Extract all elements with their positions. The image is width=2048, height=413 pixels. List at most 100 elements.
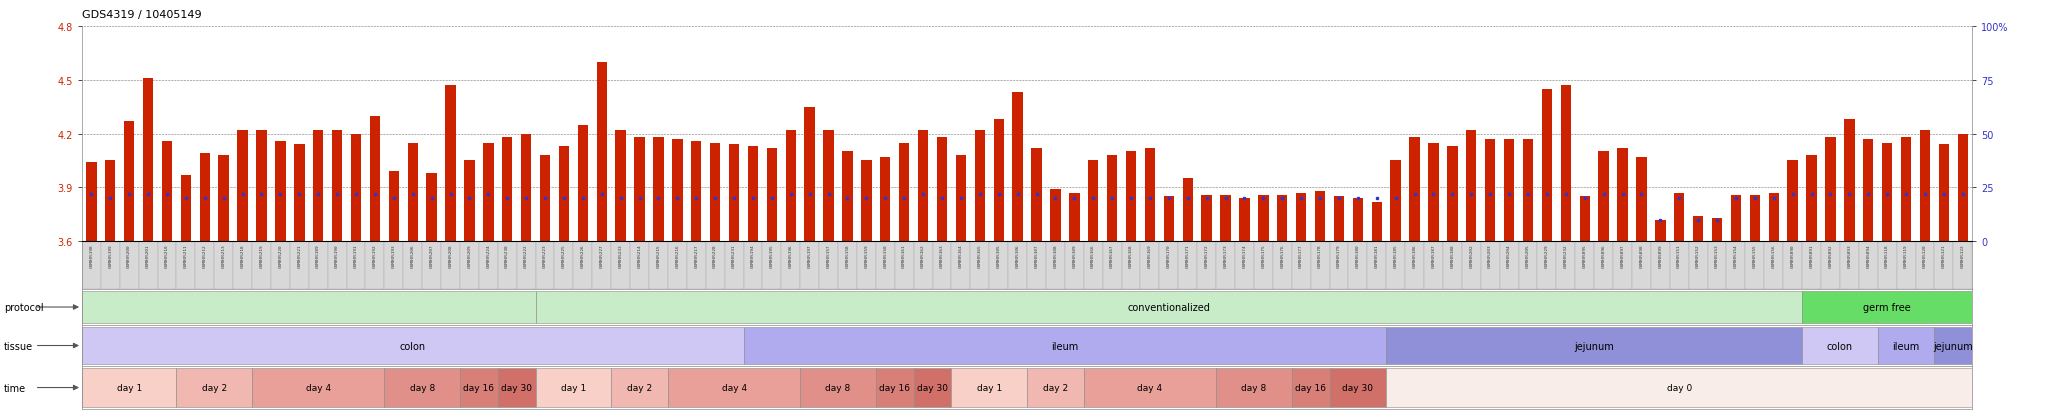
Text: GSM805230: GSM805230 <box>506 244 510 268</box>
Bar <box>801 242 819 289</box>
Bar <box>1726 242 1745 289</box>
Text: colon: colon <box>1827 341 1853 351</box>
Bar <box>649 242 668 289</box>
Text: GSM805179: GSM805179 <box>1337 244 1341 268</box>
Bar <box>1579 197 1589 242</box>
Bar <box>819 242 838 289</box>
Text: GSM805177: GSM805177 <box>1298 244 1303 268</box>
Bar <box>1745 242 1763 289</box>
Text: GSM805180: GSM805180 <box>1356 244 1360 268</box>
Text: GSM805168: GSM805168 <box>1128 244 1133 268</box>
Bar <box>596 63 606 242</box>
Text: GSM805227: GSM805227 <box>600 244 604 268</box>
Text: GSM805196: GSM805196 <box>788 244 793 268</box>
Text: GSM805222: GSM805222 <box>524 244 528 268</box>
Bar <box>328 242 346 289</box>
Text: GSM805226: GSM805226 <box>582 244 586 268</box>
Text: GSM805191: GSM805191 <box>354 244 358 268</box>
Text: GSM805108: GSM805108 <box>1053 244 1057 268</box>
Bar <box>291 242 309 289</box>
Text: ileum: ileum <box>1051 341 1079 351</box>
Bar <box>1386 242 1405 289</box>
Bar <box>631 242 649 289</box>
Bar <box>913 368 952 407</box>
Text: day 30: day 30 <box>918 383 948 392</box>
Text: GSM805223: GSM805223 <box>543 244 547 268</box>
Text: GSM805189: GSM805189 <box>315 244 319 268</box>
Text: GSM805211: GSM805211 <box>184 244 188 268</box>
Bar <box>782 242 801 289</box>
Bar <box>1253 242 1272 289</box>
Bar <box>1690 242 1708 289</box>
Bar <box>1878 242 1896 289</box>
Text: GSM805150: GSM805150 <box>883 244 887 268</box>
Text: GSM805204: GSM805204 <box>1507 244 1511 268</box>
Bar <box>1575 242 1593 289</box>
Text: GSM805095: GSM805095 <box>1583 244 1587 268</box>
Bar <box>743 242 762 289</box>
Bar <box>1481 242 1499 289</box>
Bar <box>180 176 190 242</box>
Text: GSM805231: GSM805231 <box>731 244 735 268</box>
Bar <box>1919 131 1929 242</box>
Bar <box>270 242 291 289</box>
Bar <box>1806 156 1817 242</box>
Bar <box>465 161 475 242</box>
Bar <box>252 368 385 407</box>
Text: GSM805214: GSM805214 <box>637 244 641 268</box>
Text: GSM805213: GSM805213 <box>221 244 225 268</box>
Text: GSM805197: GSM805197 <box>807 244 811 268</box>
Text: GSM805151: GSM805151 <box>1677 244 1681 268</box>
Bar <box>932 242 952 289</box>
Text: GSM805096: GSM805096 <box>1602 244 1606 268</box>
Text: GSM805163: GSM805163 <box>940 244 944 268</box>
Text: GSM805220: GSM805220 <box>279 244 283 268</box>
Bar <box>668 368 801 407</box>
Text: GSM805153: GSM805153 <box>1714 244 1718 268</box>
Bar <box>215 242 233 289</box>
Bar <box>479 242 498 289</box>
Bar <box>1126 152 1137 242</box>
Bar <box>1028 368 1083 407</box>
Bar <box>1882 143 1892 242</box>
Text: GSM805190: GSM805190 <box>336 244 340 268</box>
Text: GSM805185: GSM805185 <box>1395 244 1397 268</box>
Bar <box>256 131 266 242</box>
Bar <box>1372 202 1382 242</box>
Bar <box>541 156 551 242</box>
Bar <box>1272 242 1292 289</box>
Bar <box>1448 147 1458 242</box>
Text: GSM805164: GSM805164 <box>958 244 963 268</box>
Bar <box>1784 242 1802 289</box>
Text: GSM805192: GSM805192 <box>373 244 377 268</box>
Bar <box>610 242 631 289</box>
Text: GSM805121: GSM805121 <box>1942 244 1946 268</box>
Bar <box>176 242 195 289</box>
Bar <box>1597 152 1610 242</box>
Bar <box>1632 242 1651 289</box>
Bar <box>82 368 176 407</box>
Text: GSM805209: GSM805209 <box>467 244 471 268</box>
Text: GSM805109: GSM805109 <box>1073 244 1077 268</box>
Bar <box>1083 368 1217 407</box>
Text: GSM805159: GSM805159 <box>864 244 868 268</box>
Text: GSM805091: GSM805091 <box>1810 244 1815 268</box>
Bar <box>1901 138 1911 242</box>
Bar <box>1292 368 1329 407</box>
Text: GSM805090: GSM805090 <box>1790 244 1794 268</box>
Bar <box>743 328 1386 364</box>
Bar <box>975 131 985 242</box>
Text: GSM805219: GSM805219 <box>260 244 264 268</box>
Bar <box>1163 197 1174 242</box>
Text: GSM805105: GSM805105 <box>997 244 1001 268</box>
Text: GSM805157: GSM805157 <box>827 244 831 268</box>
Text: day 4: day 4 <box>305 383 332 392</box>
Bar <box>82 242 100 289</box>
Bar <box>1239 199 1249 242</box>
Bar <box>1538 242 1556 289</box>
Text: day 30: day 30 <box>1341 383 1374 392</box>
Bar <box>1198 242 1217 289</box>
Bar <box>238 131 248 242</box>
Text: time: time <box>4 382 27 393</box>
Text: GSM805186: GSM805186 <box>1413 244 1417 268</box>
